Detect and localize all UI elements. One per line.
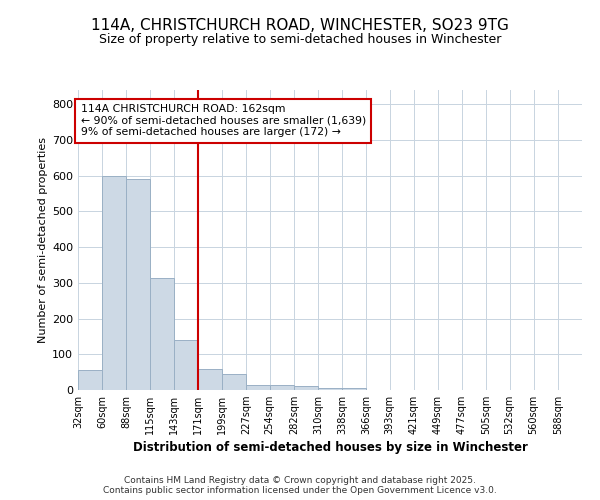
- Text: Size of property relative to semi-detached houses in Winchester: Size of property relative to semi-detach…: [99, 32, 501, 46]
- X-axis label: Distribution of semi-detached houses by size in Winchester: Distribution of semi-detached houses by …: [133, 442, 527, 454]
- Bar: [294, 386, 318, 390]
- Bar: [318, 388, 342, 390]
- Bar: [246, 384, 269, 390]
- Bar: [198, 368, 222, 390]
- Bar: [174, 340, 198, 390]
- Text: 114A, CHRISTCHURCH ROAD, WINCHESTER, SO23 9TG: 114A, CHRISTCHURCH ROAD, WINCHESTER, SO2…: [91, 18, 509, 32]
- Bar: [78, 370, 102, 390]
- Text: Contains HM Land Registry data © Crown copyright and database right 2025.: Contains HM Land Registry data © Crown c…: [124, 476, 476, 485]
- Bar: [342, 388, 366, 390]
- Bar: [269, 384, 294, 390]
- Text: Contains public sector information licensed under the Open Government Licence v3: Contains public sector information licen…: [103, 486, 497, 495]
- Bar: [127, 180, 149, 390]
- Text: 114A CHRISTCHURCH ROAD: 162sqm
← 90% of semi-detached houses are smaller (1,639): 114A CHRISTCHURCH ROAD: 162sqm ← 90% of …: [80, 104, 366, 138]
- Bar: [149, 278, 174, 390]
- Y-axis label: Number of semi-detached properties: Number of semi-detached properties: [38, 137, 48, 343]
- Bar: [102, 176, 127, 390]
- Bar: [222, 374, 246, 390]
